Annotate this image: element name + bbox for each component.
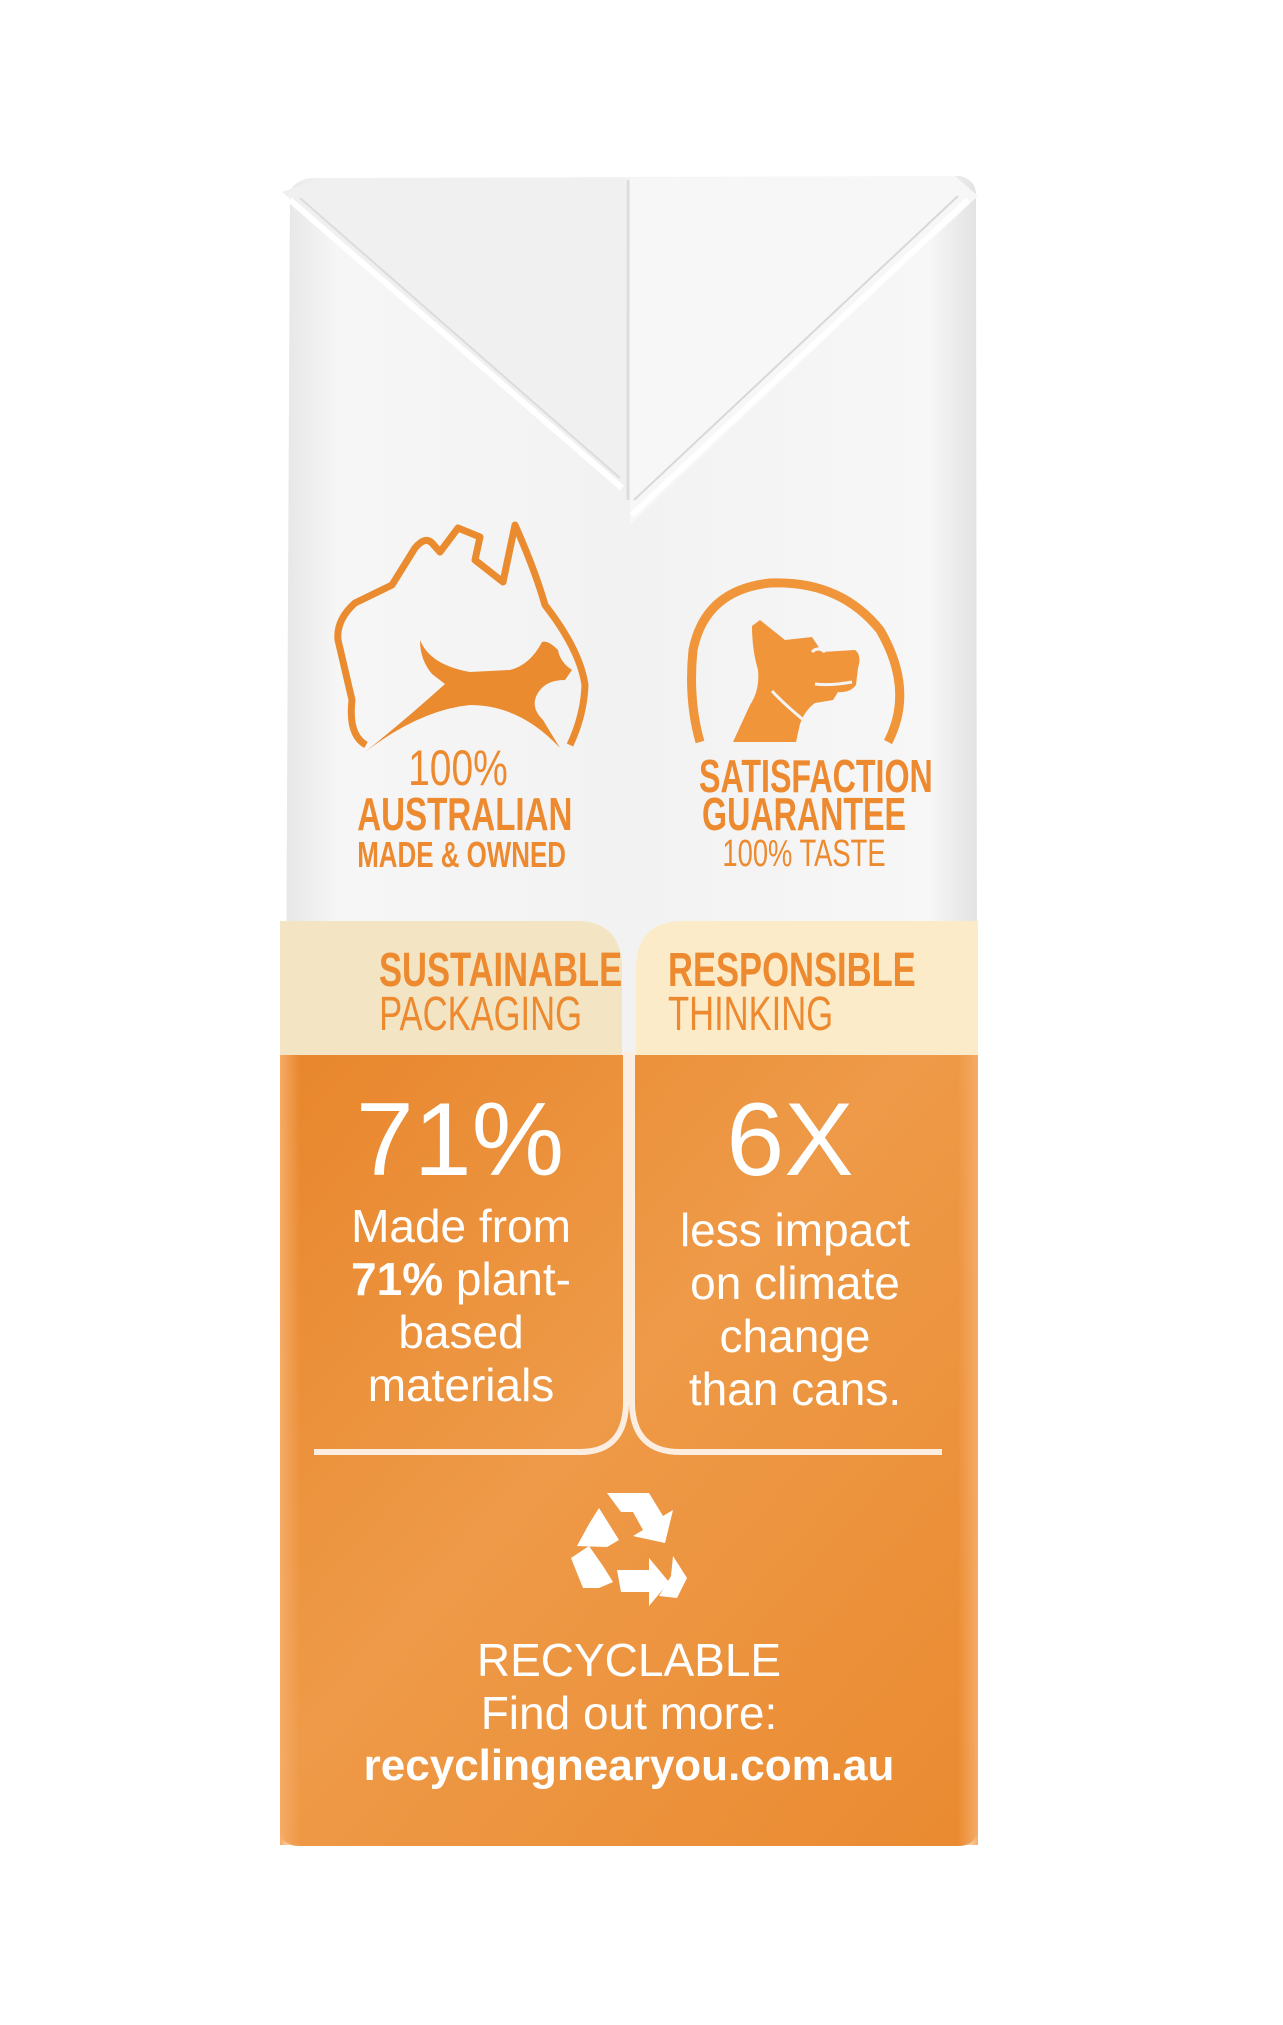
right-heading-band (636, 921, 978, 1055)
right-line-1: less impact (679, 1204, 911, 1256)
left-line-4: materials (367, 1359, 555, 1411)
australia-map-kangaroo-icon (334, 521, 589, 752)
satisfaction-badge-taste: 100% TASTE (722, 833, 886, 875)
right-stat: 6X (726, 1082, 854, 1198)
left-stat: 71% (355, 1082, 565, 1198)
panel-divider (314, 1052, 942, 1455)
left-line-2-bold: 71% (351, 1253, 444, 1305)
recyclable-label: RECYCLABLE (476, 1634, 782, 1686)
left-heading-light: PACKAGING (379, 988, 582, 1041)
left-line-2-rest: plant- (443, 1253, 571, 1305)
left-heading-band (280, 921, 622, 1055)
right-line-2: on climate (690, 1257, 900, 1309)
right-line-3: change (719, 1310, 871, 1362)
recycling-url: recyclingnearyou.com.au (363, 1741, 895, 1790)
right-line-4: than cans. (688, 1363, 902, 1415)
australian-badge-subtitle: MADE & OWNED (357, 834, 566, 875)
left-line-1: Made from (351, 1200, 571, 1252)
find-out-more-text: Find out more: (480, 1687, 778, 1739)
australian-badge-percent: 100% (408, 740, 508, 796)
australian-badge-title: AUSTRALIAN (357, 788, 573, 840)
dog-in-circle-icon (687, 578, 905, 745)
left-line-2: 71% plant- (300, 1253, 622, 1306)
left-heading-bold: SUSTAINABLE (378, 944, 623, 997)
recycle-icon (571, 1493, 687, 1606)
satisfaction-badge-subtitle: GUARANTEE (702, 788, 906, 840)
right-heading-bold: RESPONSIBLE (668, 944, 916, 997)
orange-panel (280, 1055, 978, 1846)
right-heading-light: THINKING (668, 988, 834, 1041)
top-fold (282, 176, 978, 525)
left-line-3: based (398, 1306, 524, 1358)
satisfaction-badge-title: SATISFACTION (699, 750, 933, 802)
